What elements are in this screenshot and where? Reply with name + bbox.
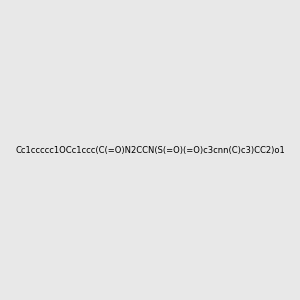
Text: Cc1ccccc1OCc1ccc(C(=O)N2CCN(S(=O)(=O)c3cnn(C)c3)CC2)o1: Cc1ccccc1OCc1ccc(C(=O)N2CCN(S(=O)(=O)c3c…: [15, 146, 285, 154]
